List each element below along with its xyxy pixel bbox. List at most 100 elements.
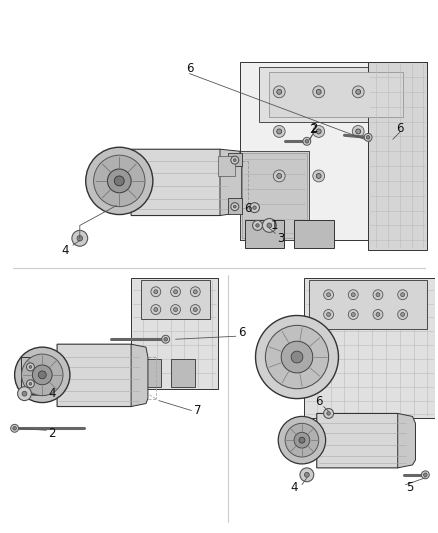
Circle shape xyxy=(253,221,262,230)
Circle shape xyxy=(398,310,408,319)
Circle shape xyxy=(13,426,16,430)
Circle shape xyxy=(352,125,364,138)
Circle shape xyxy=(193,308,197,311)
Circle shape xyxy=(373,290,383,300)
Polygon shape xyxy=(259,67,413,122)
Circle shape xyxy=(162,335,170,343)
Polygon shape xyxy=(228,198,242,214)
Polygon shape xyxy=(141,280,210,319)
Circle shape xyxy=(21,354,63,395)
Text: 4: 4 xyxy=(48,387,56,400)
Circle shape xyxy=(171,287,180,297)
Circle shape xyxy=(173,308,177,311)
Circle shape xyxy=(26,363,34,371)
Circle shape xyxy=(22,391,27,396)
Polygon shape xyxy=(304,278,435,418)
Circle shape xyxy=(233,159,236,161)
Circle shape xyxy=(281,341,313,373)
Circle shape xyxy=(277,90,282,94)
Circle shape xyxy=(273,86,285,98)
Circle shape xyxy=(356,129,360,134)
Circle shape xyxy=(401,312,405,317)
Circle shape xyxy=(285,423,319,457)
Circle shape xyxy=(191,287,200,297)
Polygon shape xyxy=(136,359,161,387)
Circle shape xyxy=(304,472,309,477)
Text: 2: 2 xyxy=(309,123,317,136)
Circle shape xyxy=(299,437,305,443)
Text: 5: 5 xyxy=(406,481,413,494)
Polygon shape xyxy=(245,221,284,248)
Text: 6: 6 xyxy=(315,395,322,408)
Polygon shape xyxy=(398,414,416,468)
Circle shape xyxy=(38,371,46,379)
Circle shape xyxy=(277,129,282,134)
Polygon shape xyxy=(242,153,307,238)
Circle shape xyxy=(154,308,158,311)
Text: 6: 6 xyxy=(396,122,403,135)
Text: 2: 2 xyxy=(310,122,318,135)
Circle shape xyxy=(351,293,355,297)
Circle shape xyxy=(262,219,276,232)
Circle shape xyxy=(364,133,372,141)
Text: 6: 6 xyxy=(186,62,193,75)
Circle shape xyxy=(231,203,239,211)
Circle shape xyxy=(277,173,282,179)
Circle shape xyxy=(11,424,18,432)
Circle shape xyxy=(107,169,131,193)
Circle shape xyxy=(151,304,161,314)
Circle shape xyxy=(29,366,32,368)
Polygon shape xyxy=(131,278,218,389)
Circle shape xyxy=(294,432,310,448)
Circle shape xyxy=(29,382,32,385)
Circle shape xyxy=(256,224,259,227)
Polygon shape xyxy=(131,344,148,407)
Circle shape xyxy=(376,312,380,317)
Circle shape xyxy=(313,86,325,98)
Circle shape xyxy=(72,230,88,246)
Circle shape xyxy=(278,416,325,464)
Text: 4: 4 xyxy=(61,244,69,257)
Circle shape xyxy=(265,325,328,389)
Circle shape xyxy=(94,155,145,207)
Polygon shape xyxy=(368,62,427,250)
Circle shape xyxy=(351,312,355,317)
Circle shape xyxy=(327,293,331,297)
Text: 4: 4 xyxy=(290,481,298,494)
Circle shape xyxy=(373,310,383,319)
Circle shape xyxy=(316,129,321,134)
Polygon shape xyxy=(131,149,228,215)
Polygon shape xyxy=(240,62,427,240)
Circle shape xyxy=(303,138,311,146)
Circle shape xyxy=(191,304,200,314)
Circle shape xyxy=(14,347,70,402)
Circle shape xyxy=(273,125,285,138)
Circle shape xyxy=(421,471,429,479)
Circle shape xyxy=(291,351,303,363)
Circle shape xyxy=(86,147,153,215)
Circle shape xyxy=(253,206,256,209)
Circle shape xyxy=(313,125,325,138)
Circle shape xyxy=(173,290,177,294)
Polygon shape xyxy=(57,344,139,407)
Circle shape xyxy=(313,170,325,182)
Circle shape xyxy=(324,408,333,418)
Circle shape xyxy=(348,310,358,319)
Circle shape xyxy=(233,205,236,208)
Circle shape xyxy=(164,337,167,341)
Circle shape xyxy=(231,156,239,164)
Circle shape xyxy=(32,365,52,385)
Circle shape xyxy=(250,203,259,213)
Polygon shape xyxy=(294,221,333,248)
Circle shape xyxy=(352,86,364,98)
Circle shape xyxy=(324,290,333,300)
Circle shape xyxy=(398,290,408,300)
Circle shape xyxy=(327,312,331,317)
Circle shape xyxy=(154,290,158,294)
Circle shape xyxy=(424,473,427,477)
Circle shape xyxy=(300,468,314,482)
Circle shape xyxy=(193,290,197,294)
Circle shape xyxy=(316,90,321,94)
Circle shape xyxy=(324,310,333,319)
Circle shape xyxy=(305,140,309,143)
